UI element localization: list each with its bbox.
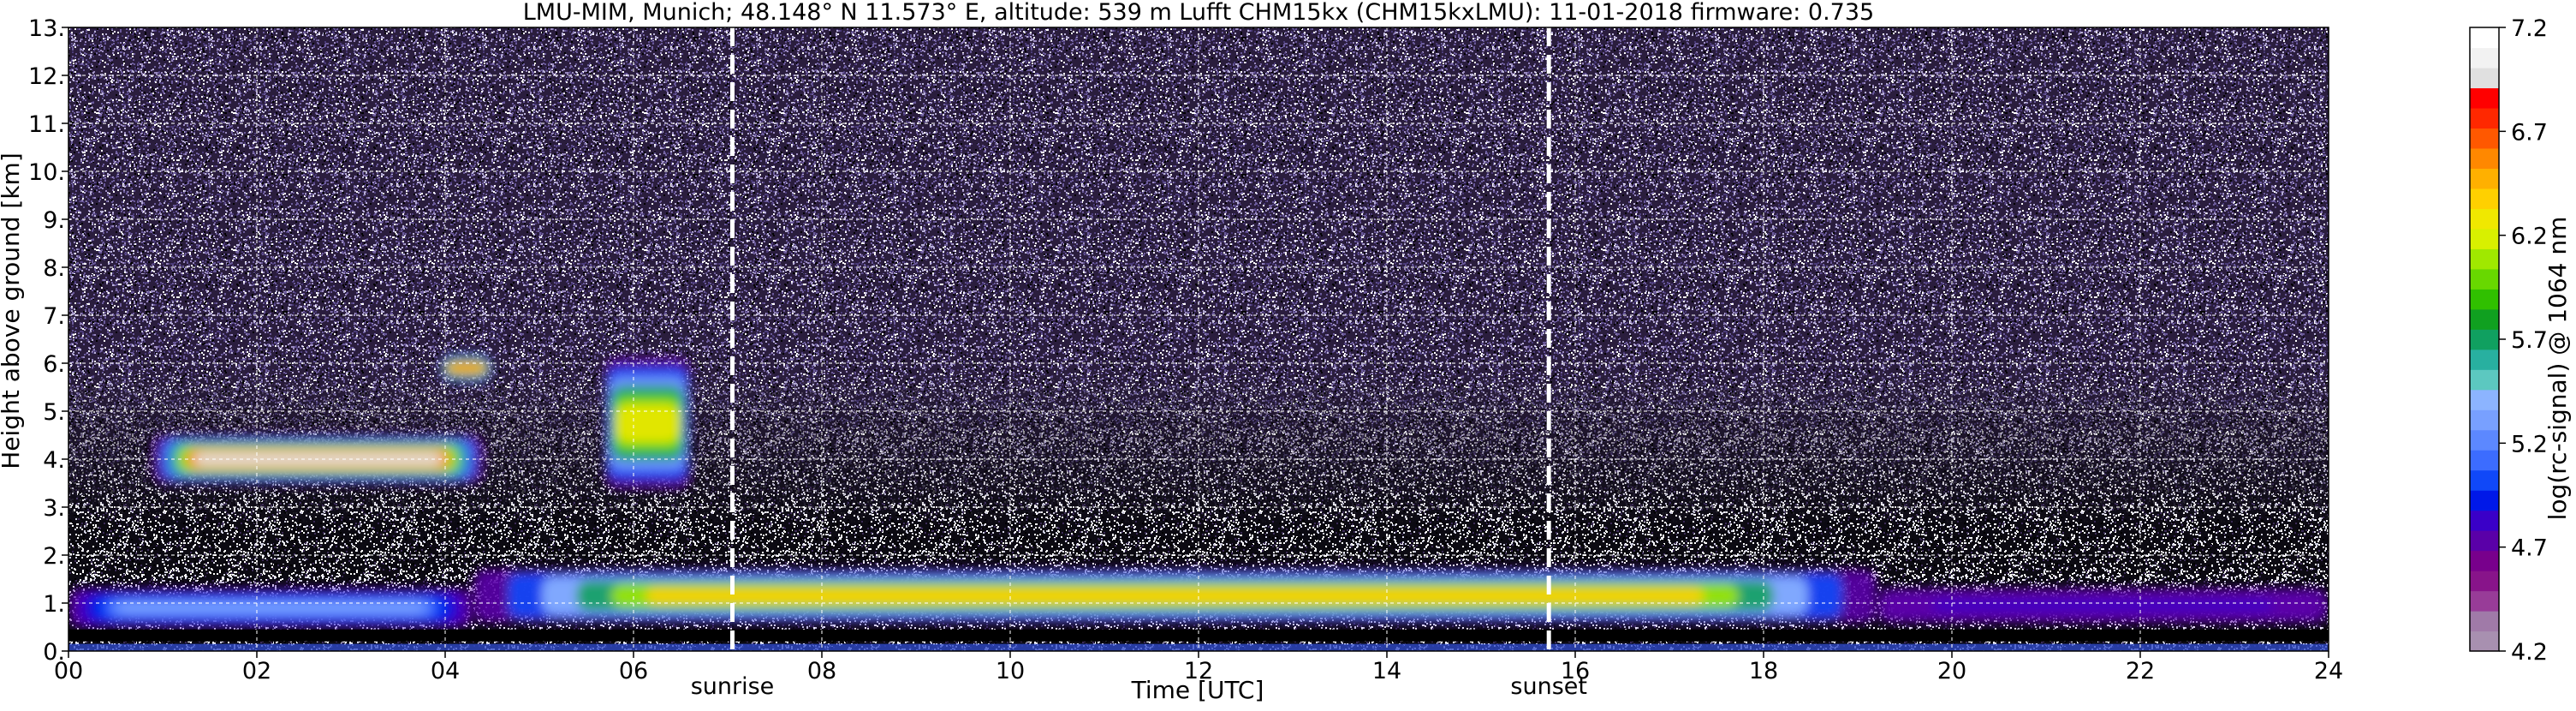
colorbar-segment xyxy=(2470,47,2499,69)
y-tick-label: 2. xyxy=(43,543,65,570)
colorbar-segment xyxy=(2470,147,2499,169)
marker-label-sunset: sunset xyxy=(1510,673,1587,700)
x-tick-label: 12 xyxy=(1184,658,1213,684)
y-tick-label: 7. xyxy=(43,303,65,330)
y-tick-label: 0. xyxy=(43,639,65,666)
colorbar-tick-label: 4.7 xyxy=(2511,535,2548,562)
colorbar-segment xyxy=(2470,630,2499,652)
y-tick-label: 6. xyxy=(43,351,65,378)
y-tick-label: 4. xyxy=(43,447,65,474)
y-axis-label: Height above ground [km] xyxy=(0,152,25,469)
layer-2 xyxy=(1877,589,2329,623)
chart-title: LMU-MIM, Munich; 48.148° N 11.573° E, al… xyxy=(523,0,1874,26)
x-axis-ticks: 00 02 04 06 08 10 12 14 16 18 20 22 24 xyxy=(54,651,2343,684)
colorbar-segment xyxy=(2470,67,2499,89)
colorbar-segment xyxy=(2470,611,2499,632)
layer-5 xyxy=(605,358,690,488)
colorbar-segment xyxy=(2470,389,2499,410)
colorbar-tick-label: 6.7 xyxy=(2511,119,2548,146)
x-axis-label: Time [UTC] xyxy=(1131,676,1264,704)
x-tick-label: 16 xyxy=(1561,658,1590,684)
layer-0 xyxy=(473,569,1877,623)
x-tick-label: 24 xyxy=(2314,658,2343,684)
y-tick-label: 10. xyxy=(28,159,65,186)
x-tick-label: 08 xyxy=(807,658,836,684)
x-tick-label: 22 xyxy=(2126,658,2155,684)
colorbar-segment xyxy=(2470,248,2499,270)
layer-band xyxy=(117,601,425,614)
y-tick-label: 13. xyxy=(28,15,65,42)
y-tick-label: 9. xyxy=(43,207,65,234)
y-tick-label: 8. xyxy=(43,255,65,282)
colorbar-segment xyxy=(2470,429,2499,451)
x-tick-label: 04 xyxy=(431,658,460,684)
colorbar-segment xyxy=(2470,530,2499,552)
x-tick-label: 20 xyxy=(1937,658,1966,684)
colorbar-segment xyxy=(2470,369,2499,391)
colorbar: 4.2 4.7 5.2 5.7 6.2 6.7 7.2 xyxy=(2469,15,2548,666)
marker-label-sunrise: sunrise xyxy=(691,673,775,700)
layer-4 xyxy=(440,353,492,383)
colorbar-segment xyxy=(2470,289,2499,310)
colorbar-segment xyxy=(2470,590,2499,612)
colorbar-segment xyxy=(2470,469,2499,491)
y-axis-ticks: 0. 1. 2. 3. 4. 5. 6. 7. 8. 9. 10. 11. 12. 13. xyxy=(28,15,68,666)
colorbar-segment xyxy=(2470,490,2499,511)
x-tick-label: 00 xyxy=(54,658,83,684)
layer-band xyxy=(1931,600,2274,611)
marker-lines: sunrise sunset xyxy=(691,27,1587,700)
colorbar-segment xyxy=(2470,450,2499,471)
colorbar-segment xyxy=(2470,268,2499,290)
colorbar-segment xyxy=(2470,308,2499,330)
colorbar-segment xyxy=(2470,329,2499,350)
y-tick-label: 11. xyxy=(28,111,65,138)
colorbar-segment xyxy=(2470,188,2499,209)
x-tick-label: 06 xyxy=(619,658,648,684)
colorbar-segment xyxy=(2470,27,2499,49)
layer-band xyxy=(446,363,486,373)
colorbar-segment xyxy=(2470,128,2499,149)
grid-lines xyxy=(68,27,2329,651)
y-tick-label: 5. xyxy=(43,399,65,426)
x-tick-label: 10 xyxy=(996,658,1025,684)
colorbar-segment xyxy=(2470,349,2499,370)
x-tick-label: 18 xyxy=(1749,658,1778,684)
y-tick-label: 1. xyxy=(43,591,65,618)
colorbar-tick-label: 6.2 xyxy=(2511,224,2548,250)
colorbar-segment xyxy=(2470,87,2499,109)
colorbar-segment xyxy=(2470,168,2499,189)
colorbar-label: log(rc-signal) @ 1064 nm xyxy=(2543,217,2572,521)
colorbar-tick-label: 5.7 xyxy=(2511,327,2548,354)
colorbar-tick-label: 4.2 xyxy=(2511,639,2548,666)
layer-band xyxy=(645,588,1705,604)
colorbar-tick-label: 5.2 xyxy=(2511,431,2548,457)
x-tick-label: 02 xyxy=(242,658,271,684)
colorbar-segment xyxy=(2470,208,2499,230)
layer-1 xyxy=(68,589,473,627)
x-tick-label: 14 xyxy=(1372,658,1401,684)
colorbar-segment xyxy=(2470,107,2499,129)
colorbar-segment xyxy=(2470,571,2499,592)
y-tick-label: 3. xyxy=(43,495,65,522)
colorbar-segment xyxy=(2470,510,2499,531)
y-tick-label: 12. xyxy=(28,63,65,90)
colorbar-tick-label: 7.2 xyxy=(2511,15,2548,42)
layer-band xyxy=(616,403,680,443)
colorbar-segment xyxy=(2470,409,2499,431)
colorbar-segment xyxy=(2470,228,2499,249)
colorbar-segment xyxy=(2470,550,2499,571)
